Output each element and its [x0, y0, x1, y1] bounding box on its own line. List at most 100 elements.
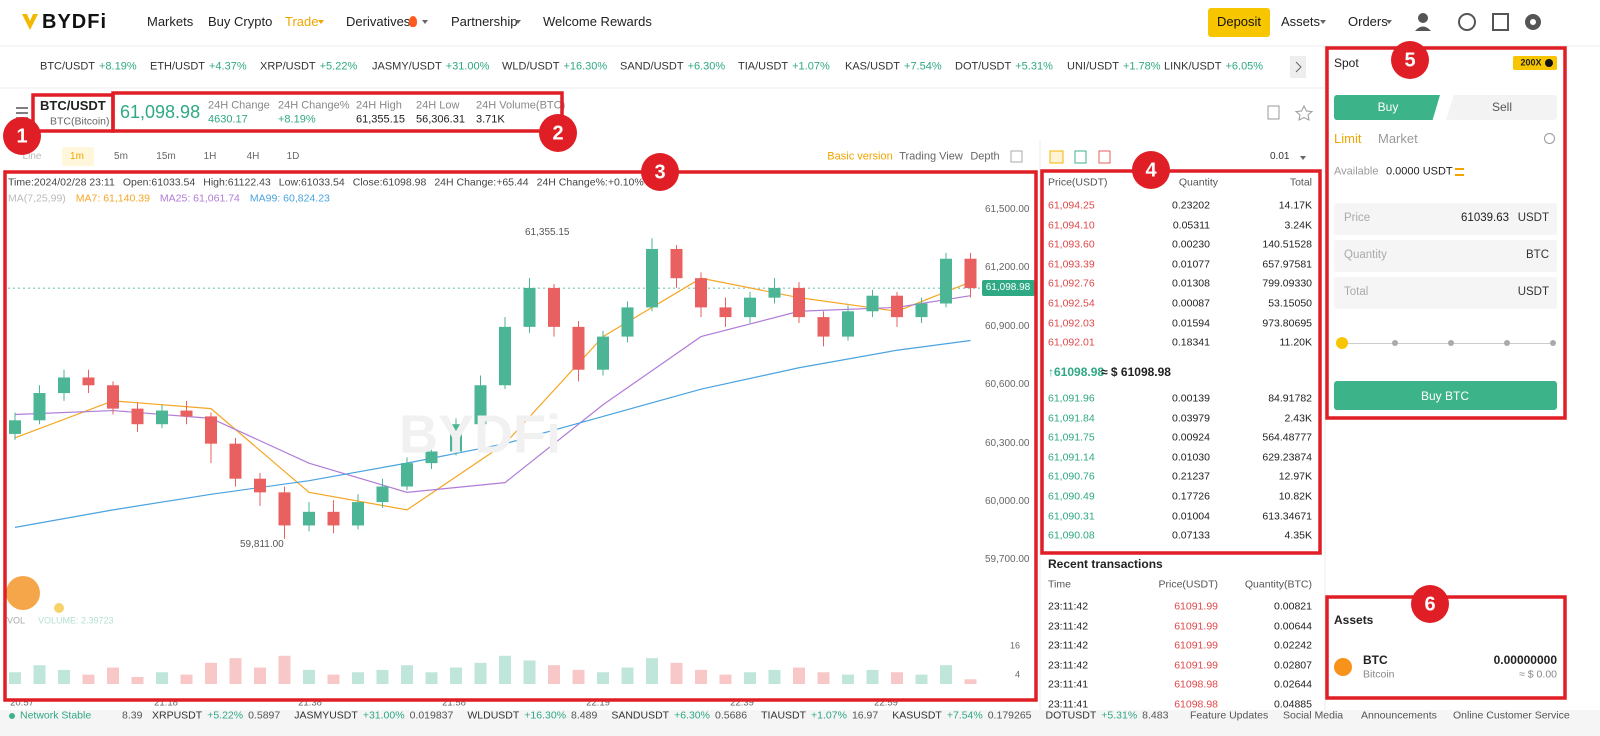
- volume-tick-label: 16: [1009, 640, 1020, 651]
- slider-dot[interactable]: [1392, 340, 1398, 346]
- dropdown-caret: [318, 20, 324, 24]
- candle-body: [33, 393, 46, 421]
- interval[interactable]: 15m: [156, 151, 176, 162]
- nav-item[interactable]: Markets: [147, 14, 194, 30]
- view-option[interactable]: Depth: [970, 150, 1000, 163]
- interval[interactable]: 1H: [203, 151, 217, 162]
- sell-tab-label[interactable]: Sell: [1491, 99, 1513, 114]
- status-ticker[interactable]: XRPUSDT +5.22% 0.5897: [152, 710, 280, 723]
- y-tick-label: 60,900.00: [985, 320, 1030, 332]
- ticker-item[interactable]: SAND/USDT +6.30%: [620, 60, 725, 73]
- ticker-item[interactable]: ETH/USDT +4.37%: [150, 60, 247, 73]
- ticker-item[interactable]: UNI/USDT +1.78%: [1067, 60, 1161, 73]
- interval[interactable]: 1D: [286, 151, 300, 162]
- ticker-next[interactable]: [1290, 56, 1306, 78]
- leverage-label[interactable]: 200X: [1520, 57, 1542, 68]
- orders-menu[interactable]: Orders: [1348, 14, 1388, 30]
- volume-bar: [597, 672, 609, 684]
- bid-cell: 0.00924: [1172, 431, 1210, 444]
- status-link[interactable]: Announcements: [1361, 709, 1437, 722]
- ticker-pair: JASMY/USDT: [372, 60, 442, 73]
- ticker-pair: LINK/USDT: [1164, 60, 1222, 73]
- ticker-item[interactable]: LINK/USDT +6.05%: [1164, 60, 1263, 73]
- fullscreen-icon[interactable]: [1010, 150, 1023, 163]
- globe-icon[interactable]: [1458, 13, 1476, 31]
- status-ticker[interactable]: TIAUSDT +1.07% 16.97: [761, 710, 878, 723]
- volume-bar: [229, 658, 242, 684]
- book-view-asks[interactable]: [1098, 150, 1111, 164]
- assets-menu[interactable]: Assets: [1281, 14, 1321, 30]
- status-ticker[interactable]: DOTUSDT +5.31% 8.483: [1046, 710, 1169, 723]
- slider-dot[interactable]: [1504, 340, 1510, 346]
- volume-bar: [695, 669, 707, 684]
- user-icon[interactable]: [1418, 13, 1428, 23]
- status-ticker[interactable]: SANDUSDT +6.30% 0.5686: [611, 710, 747, 723]
- view-option[interactable]: Basic version: [827, 150, 893, 163]
- favorite-icon[interactable]: [1294, 104, 1314, 121]
- interval[interactable]: Line: [22, 151, 42, 162]
- ask-cell: 14.17K: [1278, 199, 1312, 212]
- status-link[interactable]: Social Media: [1283, 709, 1344, 722]
- status-ticker[interactable]: JASMYUSDT +31.00% 0.019837: [294, 710, 453, 723]
- order-type[interactable]: Limit: [1334, 131, 1362, 147]
- transfer-icon[interactable]: [1455, 168, 1464, 176]
- ticker-item[interactable]: BTC/USDT +8.19%: [40, 60, 137, 73]
- status-ticker[interactable]: KASUSDT +7.54% 0.179265: [892, 710, 1031, 723]
- menu-icon[interactable]: [16, 107, 28, 119]
- interval[interactable]: 1m: [70, 151, 84, 162]
- candle-body: [940, 258, 952, 304]
- status-change: +5.31%: [1101, 709, 1138, 722]
- order-type[interactable]: Market: [1378, 131, 1418, 147]
- ticker-item[interactable]: TIA/USDT +1.07%: [738, 60, 830, 73]
- buy-button-label[interactable]: Buy BTC: [1420, 388, 1470, 403]
- bid-cell: 613.34671: [1262, 510, 1312, 523]
- buy-tab-label[interactable]: Buy: [1377, 99, 1399, 114]
- download-icon[interactable]: [1492, 13, 1509, 31]
- ask-cell: 0.00230: [1172, 238, 1210, 251]
- ma-legend-item: MA(7,25,99): [8, 192, 66, 205]
- interval[interactable]: 5m: [114, 151, 128, 162]
- ticker-next-arrow: [1295, 61, 1302, 73]
- interval[interactable]: 4H: [246, 151, 260, 162]
- slider-dot[interactable]: [1448, 340, 1454, 346]
- nav-item[interactable]: Derivatives: [346, 14, 411, 30]
- assets-title: Assets: [1334, 612, 1374, 627]
- status-price: 0.5897: [248, 709, 281, 722]
- ask-cell: 0.05311: [1172, 219, 1210, 232]
- info-icon[interactable]: [1267, 105, 1280, 120]
- pair-symbol: BTC/USDT: [40, 98, 106, 114]
- book-view-both[interactable]: [1049, 150, 1064, 164]
- ticker-item[interactable]: KAS/USDT +7.54%: [845, 60, 942, 73]
- input-unit: BTC: [1526, 249, 1549, 262]
- bid-cell: 61,090.76: [1048, 471, 1095, 484]
- volume-bar: [58, 669, 70, 684]
- ticker-item[interactable]: XRP/USDT +5.22%: [260, 60, 357, 73]
- view-option[interactable]: Trading View: [899, 150, 963, 163]
- ticker-item[interactable]: JASMY/USDT +31.00%: [372, 60, 489, 73]
- volume-bar: [572, 669, 585, 684]
- nav-item[interactable]: Partnership: [451, 14, 518, 30]
- precision[interactable]: 0.01: [1270, 151, 1290, 162]
- spot-tab[interactable]: Spot: [1334, 55, 1359, 70]
- slider-dot[interactable]: [1550, 340, 1556, 346]
- candle-body: [499, 326, 511, 386]
- bid-cell: 0.17726: [1172, 490, 1210, 503]
- deposit-button[interactable]: [1208, 8, 1270, 37]
- nav-item[interactable]: Buy Crypto: [208, 14, 273, 30]
- nav-item[interactable]: Trade: [285, 14, 319, 30]
- status-link[interactable]: Feature Updates: [1190, 709, 1269, 722]
- candle-body: [229, 443, 242, 479]
- nav-item[interactable]: Welcome Rewards: [543, 14, 652, 30]
- status-link[interactable]: Online Customer Service: [1453, 709, 1570, 722]
- ticker-item[interactable]: DOT/USDT +5.31%: [955, 60, 1053, 73]
- volume-bar: [327, 674, 340, 684]
- ticker-item[interactable]: WLD/USDT +16.30%: [502, 60, 607, 73]
- slider-dot[interactable]: [1336, 337, 1348, 349]
- status-pair: TIAUSDT: [761, 709, 807, 722]
- status-ticker[interactable]: WLDUSDT +16.30% 8.489: [467, 710, 597, 723]
- deposit-label[interactable]: Deposit: [1216, 14, 1262, 30]
- volume-bar: [842, 674, 854, 684]
- ma-line: [14, 277, 971, 511]
- book-view-bids[interactable]: [1074, 150, 1087, 164]
